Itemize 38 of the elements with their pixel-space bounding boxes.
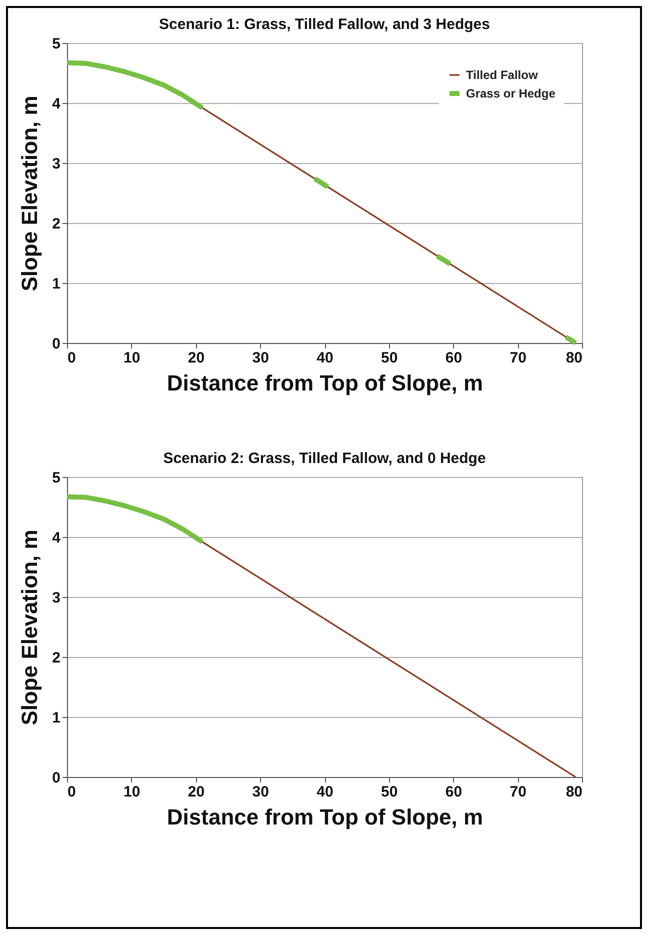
x-tick-label: 20 (188, 350, 205, 366)
x-tick-label: 80 (566, 784, 582, 800)
y-tick-label: 2 (52, 216, 60, 232)
x-tick-label: 60 (445, 350, 462, 366)
x-tick-label: 70 (510, 350, 526, 366)
chart-title: Scenario 1: Grass, Tilled Fallow, and 3 Hedges (159, 16, 490, 33)
x-tick-label: 60 (445, 784, 462, 800)
x-tick-label: 20 (188, 784, 205, 800)
y-tick-label: 2 (52, 650, 60, 666)
y-tick-label: 1 (52, 276, 60, 292)
x-tick-label: 40 (316, 784, 334, 800)
y-tick-label: 4 (52, 96, 62, 112)
x-tick-label: 80 (566, 350, 582, 366)
x-tick-label: 0 (68, 784, 76, 800)
y-tick-label: 0 (52, 336, 60, 352)
x-tick-label: 50 (381, 784, 398, 800)
legend-label: Grass or Hedge (466, 86, 556, 100)
y-tick-label: 4 (52, 530, 62, 546)
y-tick-label: 3 (52, 156, 60, 172)
y-tick-label: 1 (52, 710, 60, 726)
y-tick-label: 5 (52, 36, 60, 52)
x-tick-label: 10 (124, 784, 140, 800)
y-tick-label: 5 (52, 470, 60, 486)
x-tick-label: 0 (68, 350, 76, 366)
chart-title: Scenario 2: Grass, Tilled Fallow, and 0 Hedge (163, 450, 486, 467)
x-axis-title: Distance from Top of Slope, m (166, 370, 484, 396)
x-tick-label: 50 (381, 350, 398, 366)
y-tick-label: 3 (52, 590, 60, 606)
x-tick-label: 40 (316, 350, 334, 366)
y-tick-label: 0 (52, 770, 60, 786)
x-tick-label: 10 (124, 350, 140, 366)
y-axis-title: Slope Elevation, m (17, 530, 42, 726)
y-axis-title: Slope Elevation, m (17, 96, 42, 292)
x-axis-title: Distance from Top of Slope, m (166, 804, 484, 830)
legend-label: Tilled Fallow (466, 68, 538, 82)
x-tick-label: 30 (252, 784, 269, 800)
x-tick-label: 70 (510, 784, 526, 800)
x-tick-label: 30 (252, 350, 269, 366)
